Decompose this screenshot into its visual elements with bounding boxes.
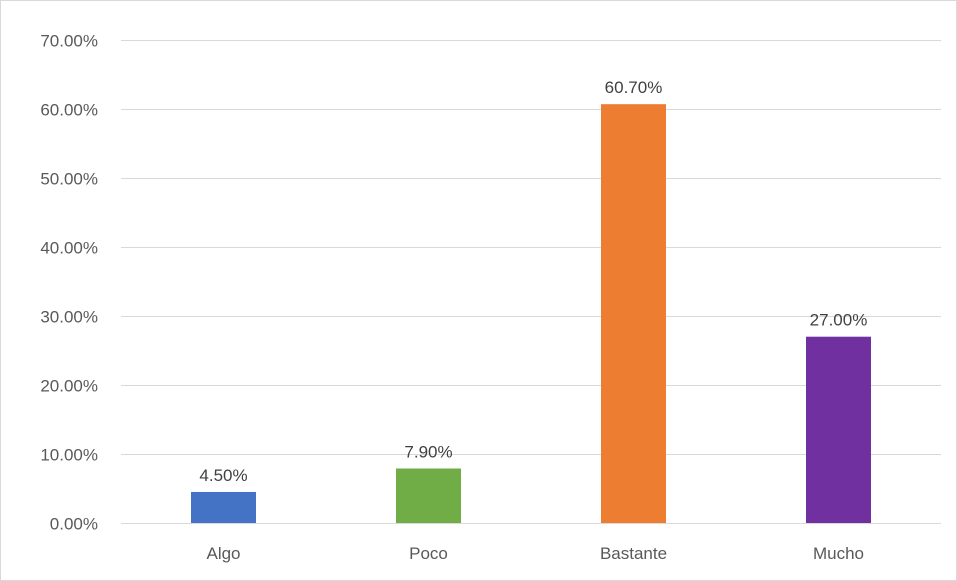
x-tick-label: Mucho — [813, 544, 864, 563]
y-tick-label: 50.00% — [40, 170, 98, 189]
bar-mucho — [806, 336, 871, 523]
bars — [191, 104, 871, 524]
bar-algo — [191, 491, 256, 523]
bar-bastante — [601, 104, 666, 524]
x-axis-tick-labels: Algo Poco Bastante Mucho — [206, 544, 864, 563]
data-labels: 4.50% 7.90% 60.70% 27.00% — [199, 78, 867, 485]
bar-poco — [396, 468, 461, 523]
x-tick-label: Poco — [409, 544, 448, 563]
y-tick-label: 40.00% — [40, 239, 98, 258]
y-tick-label: 70.00% — [40, 32, 98, 51]
data-label: 27.00% — [810, 311, 868, 330]
data-label: 4.50% — [199, 466, 247, 485]
x-tick-label: Algo — [206, 544, 240, 563]
y-tick-label: 20.00% — [40, 377, 98, 396]
y-tick-label: 0.00% — [50, 515, 98, 534]
data-label: 7.90% — [404, 442, 452, 461]
y-tick-label: 10.00% — [40, 446, 98, 465]
x-tick-label: Bastante — [600, 544, 667, 563]
y-tick-label: 60.00% — [40, 101, 98, 120]
y-axis-tick-labels: 0.00% 10.00% 20.00% 30.00% 40.00% 50.00% 60.00… — [40, 32, 98, 534]
gridlines — [121, 40, 941, 524]
data-label: 60.70% — [605, 78, 663, 97]
y-tick-label: 30.00% — [40, 308, 98, 327]
